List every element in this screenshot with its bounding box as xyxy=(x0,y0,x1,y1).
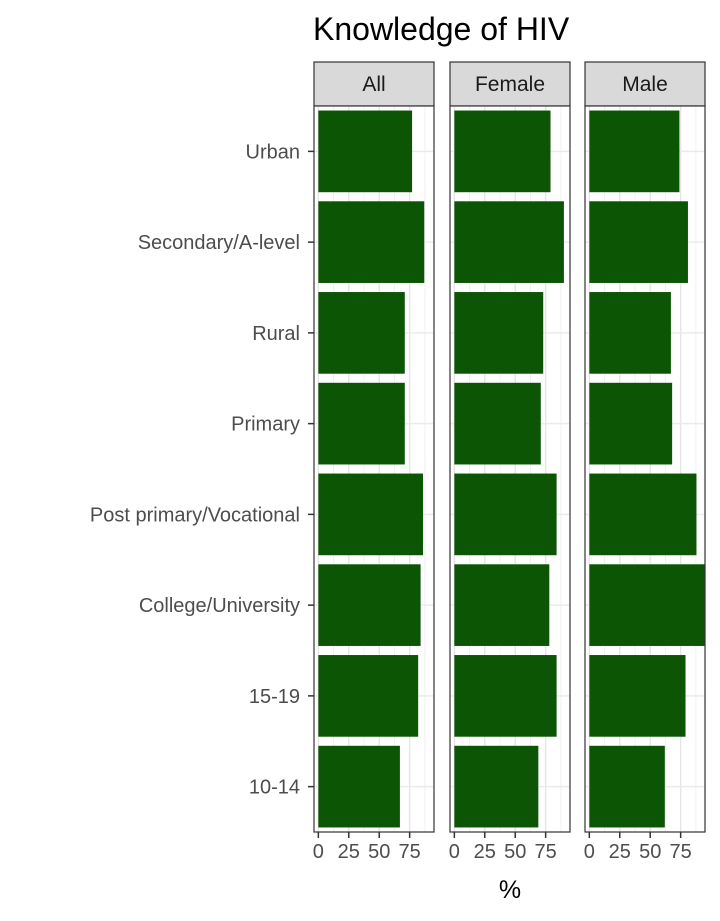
x-tick-label: 25 xyxy=(338,841,360,863)
bar-all-2 xyxy=(318,292,405,374)
x-tick-label: 25 xyxy=(474,841,496,863)
x-tick-label: 50 xyxy=(368,841,390,863)
bar-male-7 xyxy=(589,745,665,828)
bar-male-6 xyxy=(589,655,686,737)
category-label: Primary xyxy=(231,414,300,436)
bar-male-2 xyxy=(589,292,671,374)
category-label: Rural xyxy=(252,323,300,345)
bar-all-4 xyxy=(318,473,424,556)
category-label: 10-14 xyxy=(249,777,300,799)
bar-all-7 xyxy=(318,745,400,828)
panel-border xyxy=(449,105,571,833)
bar-female-1 xyxy=(454,201,564,283)
facet-panels: All 0 25 50 75 Female 0 25 50 75 Male 0 25 50 75 xyxy=(313,61,706,863)
bar-all-1 xyxy=(318,201,425,283)
bar-female-7 xyxy=(454,745,539,828)
bar-male-3 xyxy=(589,382,673,465)
category-label: Urban xyxy=(246,141,300,163)
bar-female-6 xyxy=(454,655,557,737)
bar-male-4 xyxy=(589,473,697,556)
facet-strip-label: Male xyxy=(622,73,668,96)
bar-female-4 xyxy=(454,473,557,556)
x-tick-label: 25 xyxy=(609,841,631,863)
facet-strip xyxy=(584,61,706,107)
bar-female-3 xyxy=(454,382,541,465)
bar-female-5 xyxy=(454,564,550,646)
facet-panel-all: All 0 25 50 75 xyxy=(313,61,435,863)
chart-title: Knowledge of HIV xyxy=(313,11,570,47)
x-tick-label: 0 xyxy=(449,841,460,863)
bar-all-0 xyxy=(318,110,413,193)
x-tick-label: 75 xyxy=(670,841,692,863)
x-tick-label: 75 xyxy=(535,841,557,863)
bar-male-5 xyxy=(589,564,705,646)
facet-strip-label: All xyxy=(362,73,385,96)
facet-panel-male: Male 0 25 50 75 xyxy=(584,61,706,863)
bar-female-0 xyxy=(454,110,551,193)
facet-strip-label: Female xyxy=(475,73,545,96)
panel-border xyxy=(584,105,706,833)
bar-all-5 xyxy=(318,564,421,646)
bar-male-0 xyxy=(589,110,680,193)
category-axis: Urban Secondary/A-level Rural Primary Post p… xyxy=(90,141,314,799)
bar-female-2 xyxy=(454,292,544,374)
category-label: Post primary/Vocational xyxy=(90,504,300,526)
bar-all-6 xyxy=(318,655,419,737)
x-axis-title: % xyxy=(499,876,521,904)
category-label: Secondary/A-level xyxy=(138,232,300,254)
x-tick-label: 50 xyxy=(639,841,661,863)
category-label: College/University xyxy=(139,595,300,617)
facet-strip xyxy=(313,61,435,107)
x-tick-label: 0 xyxy=(584,841,595,863)
bar-all-3 xyxy=(318,382,405,465)
x-tick-label: 75 xyxy=(399,841,421,863)
bar-male-1 xyxy=(589,201,688,283)
x-tick-label: 0 xyxy=(313,841,324,863)
panel-border xyxy=(313,105,435,833)
x-tick-label: 50 xyxy=(504,841,526,863)
facet-panel-female: Female 0 25 50 75 xyxy=(449,61,571,863)
category-label: 15-19 xyxy=(249,686,300,708)
